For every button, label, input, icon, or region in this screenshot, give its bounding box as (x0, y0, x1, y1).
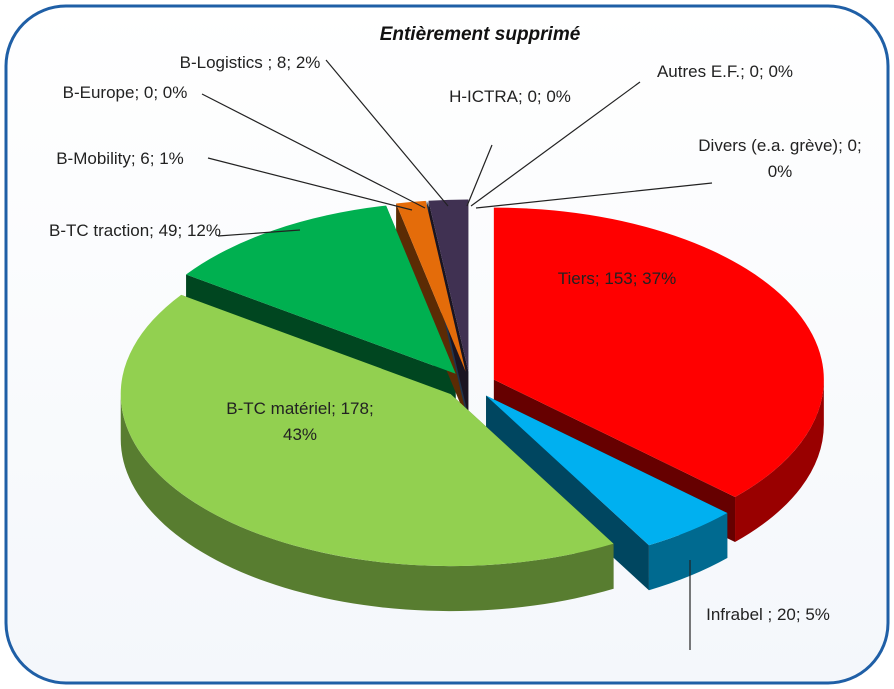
data-label: B-Europe; 0; 0% (62, 83, 188, 102)
leader-line (207, 157, 413, 211)
leader-line (201, 93, 426, 209)
chart-title: Entièrement supprimé (379, 24, 581, 45)
slice-side (648, 513, 728, 591)
slice (120, 294, 614, 567)
data-label: H-ICTRA; 0; 0% (449, 87, 571, 106)
slice (493, 207, 824, 498)
leader-line (475, 182, 713, 209)
slice (396, 200, 466, 372)
data-label: B-TC traction; 49; 12% (49, 221, 221, 240)
slice-side (120, 394, 614, 612)
leader-line (466, 144, 493, 207)
data-label: B-TC matériel; 178; 43% (226, 399, 374, 444)
leader-line (217, 229, 301, 237)
data-label: B-Logistics ; 8; 2% (179, 53, 321, 72)
data-label: Divers (e.a. grève); 0; 0% (698, 136, 862, 181)
data-label: Infrabel ; 20; 5% (706, 605, 830, 624)
slice (428, 199, 469, 372)
data-label: Tiers; 153; 37% (557, 269, 677, 288)
slice-side (735, 379, 824, 543)
leader-line (470, 81, 641, 207)
data-label: Autres E.F.; 0; 0% (656, 62, 794, 81)
slice (186, 205, 456, 374)
data-label: B-Mobility; 6; 1% (56, 149, 184, 168)
slice (486, 395, 728, 546)
leader-line (325, 59, 449, 207)
